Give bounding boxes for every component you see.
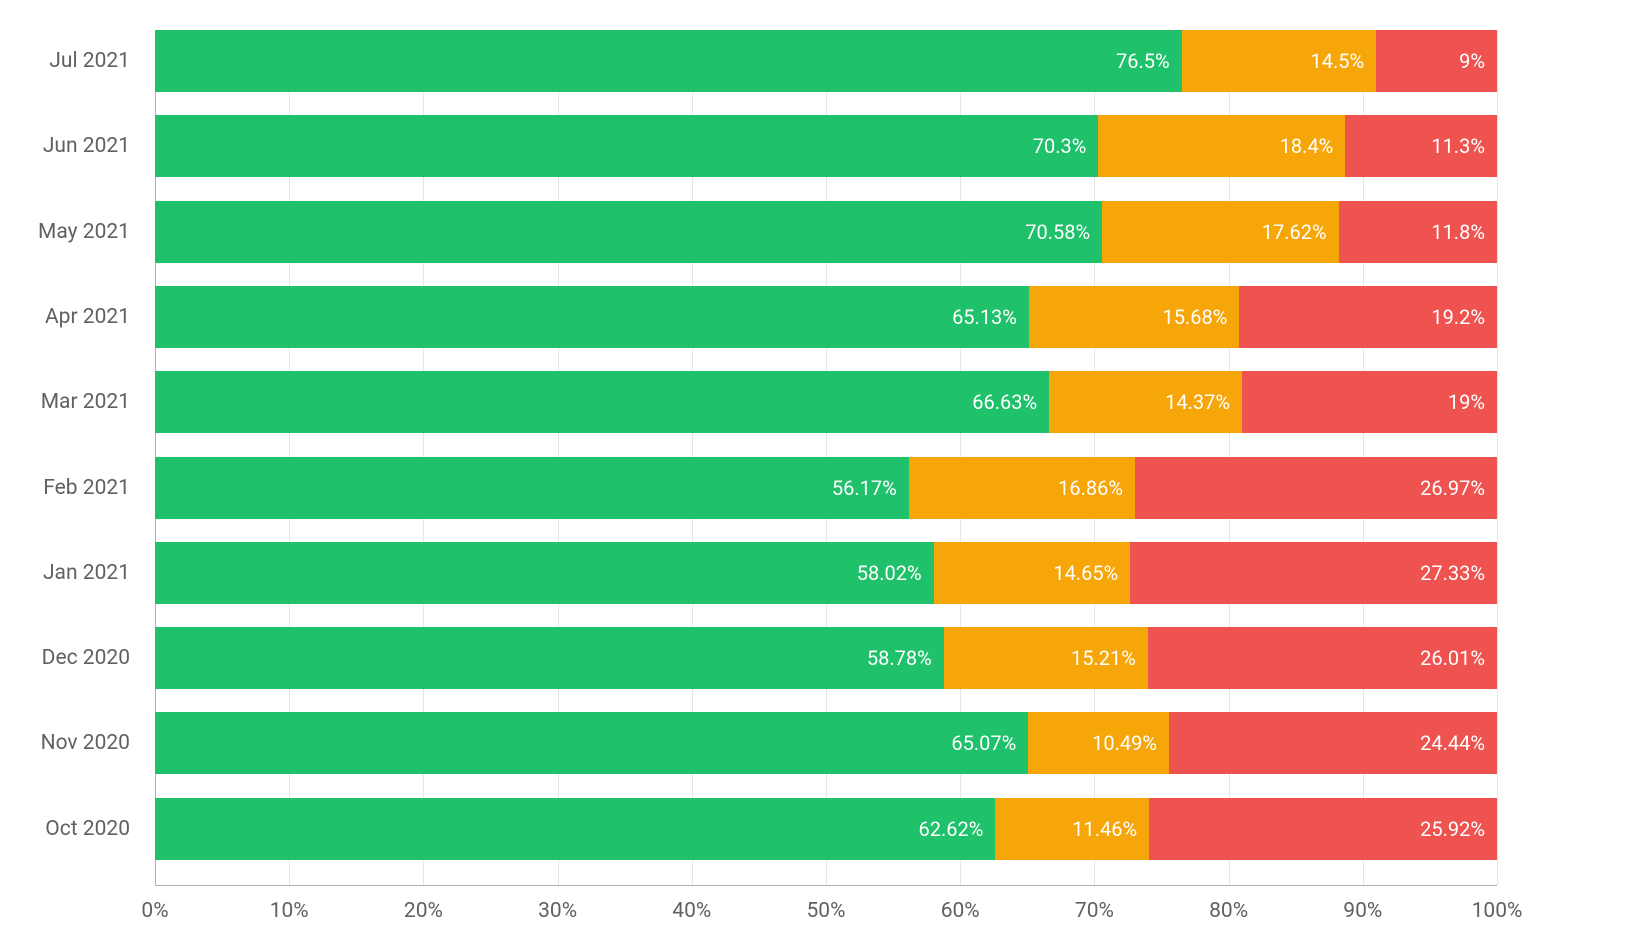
bar-row: 66.63% 14.37% 19% — [155, 371, 1497, 433]
bar-value-label: 11.8% — [1431, 220, 1485, 244]
bar-row: 58.78% 15.21% 26.01% — [155, 627, 1497, 689]
bar-segment-red: 11.8% — [1339, 201, 1497, 263]
bar-row: 62.62% 11.46% 25.92% — [155, 798, 1497, 860]
bar-row: 58.02% 14.65% 27.33% — [155, 542, 1497, 604]
x-tick-label: 20% — [404, 899, 443, 923]
x-tick-label: 40% — [672, 899, 711, 923]
x-tick-label: 90% — [1343, 899, 1382, 923]
bar-segment-orange: 14.65% — [934, 542, 1131, 604]
bar-segment-orange: 10.49% — [1028, 712, 1169, 774]
bar-row: 65.07% 10.49% 24.44% — [155, 712, 1497, 774]
bar-segment-orange: 11.46% — [995, 798, 1149, 860]
bar-segment-red: 27.33% — [1130, 542, 1497, 604]
bar-segment-green: 62.62% — [155, 798, 995, 860]
bar-value-label: 14.5% — [1311, 49, 1365, 73]
y-tick-label: Jul 2021 — [0, 49, 130, 73]
y-tick-label: Apr 2021 — [0, 305, 130, 329]
bar-segment-green: 58.78% — [155, 627, 944, 689]
y-tick-label: Oct 2020 — [0, 817, 130, 841]
bar-value-label: 62.62% — [918, 817, 983, 841]
plot-area: 76.5% 14.5% 9% 70.3% 18.4% 11.3% 70.58% 17.62% 1… — [155, 30, 1497, 885]
bar-value-label: 58.02% — [857, 561, 922, 585]
bar-value-label: 17.62% — [1262, 220, 1327, 244]
x-tick-label: 60% — [941, 899, 980, 923]
bar-segment-red: 11.3% — [1345, 115, 1497, 177]
bar-segment-red: 26.97% — [1135, 457, 1497, 519]
bar-row: 76.5% 14.5% 9% — [155, 30, 1497, 92]
y-tick-label: Nov 2020 — [0, 731, 130, 755]
bar-segment-green: 58.02% — [155, 542, 934, 604]
x-tick-label: 50% — [807, 899, 846, 923]
bar-value-label: 14.65% — [1053, 561, 1118, 585]
bar-value-label: 15.68% — [1162, 305, 1227, 329]
bar-segment-orange: 15.68% — [1029, 286, 1239, 348]
bar-value-label: 11.3% — [1431, 134, 1485, 158]
bar-segment-red: 19.2% — [1239, 286, 1497, 348]
stacked-bar-chart: 76.5% 14.5% 9% 70.3% 18.4% 11.3% 70.58% 17.62% 1… — [0, 0, 1638, 948]
bar-segment-red: 24.44% — [1169, 712, 1497, 774]
y-tick-label: May 2021 — [0, 220, 130, 244]
bar-value-label: 14.37% — [1165, 390, 1230, 414]
bar-value-label: 70.58% — [1025, 220, 1090, 244]
x-tick-label: 30% — [538, 899, 577, 923]
bar-value-label: 19% — [1448, 390, 1485, 414]
x-tick-label: 0% — [141, 899, 168, 923]
gridline — [1497, 30, 1498, 885]
bar-segment-green: 66.63% — [155, 371, 1049, 433]
bar-segment-red: 19% — [1242, 371, 1497, 433]
bar-segment-red: 25.92% — [1149, 798, 1497, 860]
y-tick-label: Jan 2021 — [0, 561, 130, 585]
x-tick-label: 80% — [1209, 899, 1248, 923]
bar-value-label: 26.01% — [1420, 646, 1485, 670]
y-tick-label: Jun 2021 — [0, 134, 130, 158]
bar-value-label: 58.78% — [867, 646, 932, 670]
bar-value-label: 19.2% — [1431, 305, 1485, 329]
y-tick-label: Mar 2021 — [0, 390, 130, 414]
bar-segment-red: 26.01% — [1148, 627, 1497, 689]
y-tick-label: Dec 2020 — [0, 646, 130, 670]
bar-value-label: 76.5% — [1116, 49, 1170, 73]
bar-value-label: 70.3% — [1033, 134, 1087, 158]
x-tick-label: 70% — [1075, 899, 1114, 923]
bar-segment-green: 65.13% — [155, 286, 1029, 348]
bar-value-label: 10.49% — [1092, 731, 1157, 755]
bar-segment-green: 65.07% — [155, 712, 1028, 774]
bar-row: 70.3% 18.4% 11.3% — [155, 115, 1497, 177]
bar-value-label: 65.07% — [951, 731, 1016, 755]
bar-row: 70.58% 17.62% 11.8% — [155, 201, 1497, 263]
x-tick-label: 100% — [1472, 899, 1523, 923]
bar-value-label: 25.92% — [1420, 817, 1485, 841]
bar-segment-orange: 18.4% — [1098, 115, 1345, 177]
y-tick-label: Feb 2021 — [0, 476, 130, 500]
bar-segment-green: 56.17% — [155, 457, 909, 519]
bar-segment-green: 76.5% — [155, 30, 1182, 92]
bar-value-label: 16.86% — [1058, 476, 1123, 500]
bar-segment-red: 9% — [1376, 30, 1497, 92]
bar-segment-green: 70.3% — [155, 115, 1098, 177]
bar-value-label: 24.44% — [1420, 731, 1485, 755]
bar-row: 65.13% 15.68% 19.2% — [155, 286, 1497, 348]
bar-value-label: 56.17% — [832, 476, 897, 500]
bar-segment-orange: 16.86% — [909, 457, 1135, 519]
bar-value-label: 27.33% — [1420, 561, 1485, 585]
bar-value-label: 18.4% — [1280, 134, 1334, 158]
bar-value-label: 15.21% — [1071, 646, 1136, 670]
bar-segment-green: 70.58% — [155, 201, 1102, 263]
bar-value-label: 65.13% — [952, 305, 1017, 329]
x-tick-label: 10% — [270, 899, 309, 923]
bar-value-label: 11.46% — [1072, 817, 1137, 841]
bar-row: 56.17% 16.86% 26.97% — [155, 457, 1497, 519]
bar-segment-orange: 14.37% — [1049, 371, 1242, 433]
bar-segment-orange: 17.62% — [1102, 201, 1338, 263]
bar-value-label: 66.63% — [972, 390, 1037, 414]
bar-value-label: 26.97% — [1420, 476, 1485, 500]
bar-segment-orange: 15.21% — [944, 627, 1148, 689]
bar-value-label: 9% — [1459, 49, 1485, 73]
x-axis-line — [155, 885, 1497, 886]
bar-segment-orange: 14.5% — [1182, 30, 1377, 92]
